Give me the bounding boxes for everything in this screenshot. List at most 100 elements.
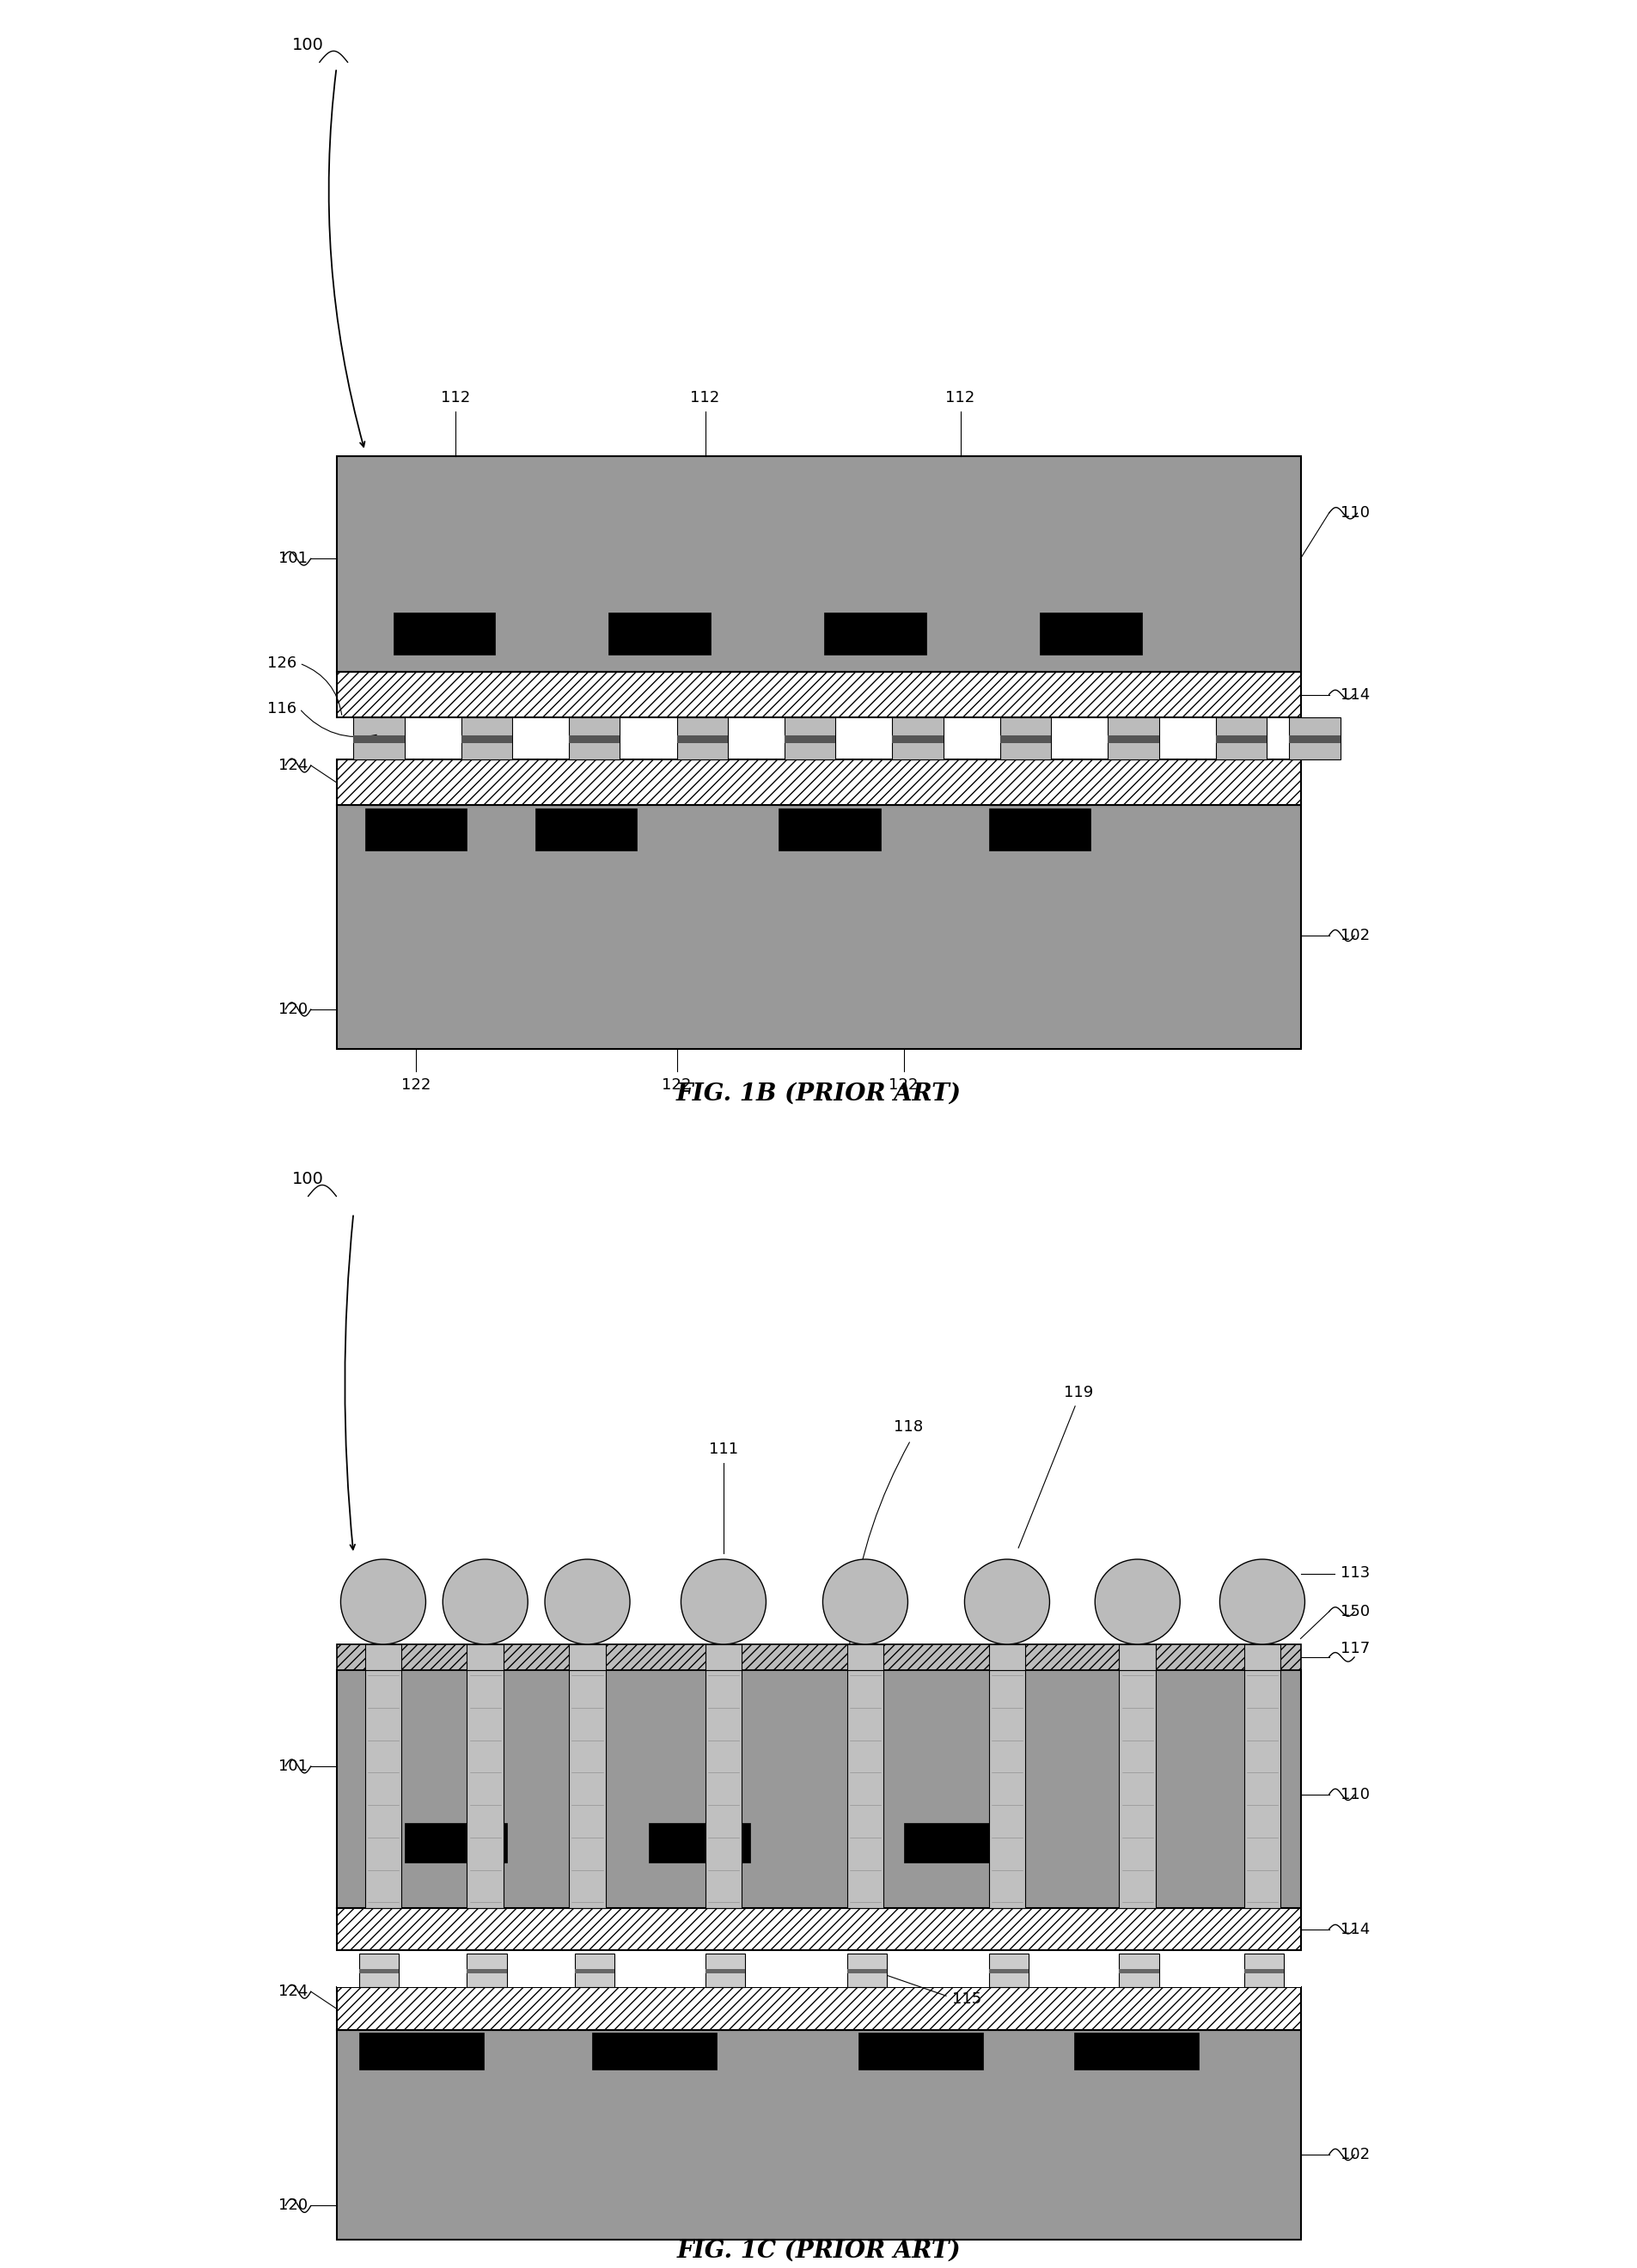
Bar bbox=[570, 735, 620, 744]
Bar bbox=[337, 1987, 1300, 2030]
Text: 101: 101 bbox=[278, 1758, 308, 1774]
Bar bbox=[462, 717, 512, 760]
Text: 100: 100 bbox=[293, 1170, 324, 1188]
Bar bbox=[354, 717, 404, 760]
Circle shape bbox=[442, 1560, 527, 1644]
Bar bbox=[570, 1644, 606, 1669]
Text: 122: 122 bbox=[401, 1077, 431, 1093]
Bar bbox=[1120, 1669, 1156, 1907]
Bar bbox=[676, 717, 728, 760]
Bar bbox=[337, 2030, 1300, 2241]
Bar bbox=[706, 1953, 745, 1987]
Bar bbox=[779, 807, 881, 850]
Text: 116: 116 bbox=[267, 701, 296, 717]
Bar bbox=[337, 760, 1300, 805]
Circle shape bbox=[545, 1560, 630, 1644]
Bar bbox=[1120, 1644, 1156, 1669]
Bar bbox=[1244, 1669, 1280, 1907]
Bar bbox=[1074, 2032, 1198, 2068]
Circle shape bbox=[1220, 1560, 1305, 1644]
Bar bbox=[648, 1823, 750, 1862]
Bar bbox=[467, 1953, 506, 1987]
Bar bbox=[1039, 612, 1141, 655]
Bar bbox=[337, 1669, 1300, 1907]
Bar bbox=[359, 1969, 399, 1973]
Bar bbox=[784, 735, 835, 744]
Text: 120: 120 bbox=[278, 1002, 308, 1016]
Bar bbox=[591, 2032, 717, 2068]
Text: FIG. 1C (PRIOR ART): FIG. 1C (PRIOR ART) bbox=[676, 2239, 961, 2263]
Text: 112: 112 bbox=[691, 390, 720, 406]
Circle shape bbox=[681, 1560, 766, 1644]
Circle shape bbox=[340, 1560, 426, 1644]
Bar bbox=[337, 1907, 1300, 1950]
Bar bbox=[904, 1823, 1005, 1862]
Bar bbox=[1244, 1953, 1283, 1987]
Bar bbox=[989, 1644, 1025, 1669]
Bar bbox=[570, 717, 620, 760]
Text: 119: 119 bbox=[1064, 1386, 1094, 1399]
Text: 114: 114 bbox=[1341, 687, 1370, 703]
Bar bbox=[535, 807, 637, 850]
Text: 102: 102 bbox=[1341, 928, 1370, 943]
Text: 124: 124 bbox=[278, 758, 308, 773]
Bar bbox=[337, 456, 1300, 671]
Bar bbox=[706, 1644, 742, 1669]
Bar bbox=[365, 1644, 401, 1669]
Bar bbox=[1108, 735, 1159, 744]
Bar bbox=[570, 1669, 606, 1907]
Bar bbox=[846, 1644, 884, 1669]
Bar bbox=[846, 1969, 887, 1973]
Bar bbox=[1290, 735, 1341, 744]
Bar bbox=[575, 1953, 614, 1987]
Bar bbox=[359, 2032, 485, 2068]
Bar bbox=[676, 735, 728, 744]
Bar bbox=[337, 805, 1300, 1048]
Bar bbox=[462, 735, 512, 744]
Bar bbox=[467, 1669, 504, 1907]
Bar bbox=[337, 1644, 1300, 1669]
Bar bbox=[892, 735, 943, 744]
Bar bbox=[846, 1669, 884, 1907]
Bar bbox=[784, 717, 835, 760]
Bar bbox=[365, 1669, 401, 1907]
Circle shape bbox=[1095, 1560, 1180, 1644]
Bar bbox=[1290, 717, 1341, 760]
Bar bbox=[1108, 717, 1159, 760]
Text: 111: 111 bbox=[709, 1442, 738, 1456]
Text: 110: 110 bbox=[1341, 1787, 1370, 1803]
Text: 113: 113 bbox=[1341, 1565, 1370, 1581]
Bar bbox=[989, 1969, 1028, 1973]
Text: 115: 115 bbox=[951, 1991, 981, 2007]
Bar bbox=[337, 671, 1300, 717]
Bar bbox=[846, 1953, 887, 1987]
Bar bbox=[365, 807, 467, 850]
Bar bbox=[1216, 717, 1267, 760]
Bar bbox=[1216, 735, 1267, 744]
Bar bbox=[467, 1644, 504, 1669]
Bar bbox=[1000, 717, 1051, 760]
Text: 114: 114 bbox=[1341, 1921, 1370, 1937]
Bar bbox=[823, 612, 927, 655]
Text: 110: 110 bbox=[1341, 506, 1370, 522]
Text: 117: 117 bbox=[1341, 1640, 1370, 1656]
Text: 120: 120 bbox=[278, 2198, 308, 2214]
Text: 118: 118 bbox=[894, 1420, 923, 1436]
Bar bbox=[706, 1969, 745, 1973]
Bar bbox=[858, 2032, 982, 2068]
Text: FIG. 1B (PRIOR ART): FIG. 1B (PRIOR ART) bbox=[676, 1082, 961, 1107]
Text: 112: 112 bbox=[946, 390, 976, 406]
Bar bbox=[1244, 1969, 1283, 1973]
Bar bbox=[892, 717, 943, 760]
Bar bbox=[575, 1969, 614, 1973]
Bar bbox=[1000, 735, 1051, 744]
Text: 126: 126 bbox=[267, 655, 296, 671]
Bar bbox=[989, 1669, 1025, 1907]
Bar bbox=[467, 1969, 506, 1973]
Bar bbox=[1244, 1644, 1280, 1669]
Text: 124: 124 bbox=[278, 1984, 308, 2000]
Bar bbox=[337, 1950, 1300, 1987]
Text: 100: 100 bbox=[293, 36, 324, 54]
Bar bbox=[359, 1953, 399, 1987]
Text: 102: 102 bbox=[1341, 2148, 1370, 2161]
